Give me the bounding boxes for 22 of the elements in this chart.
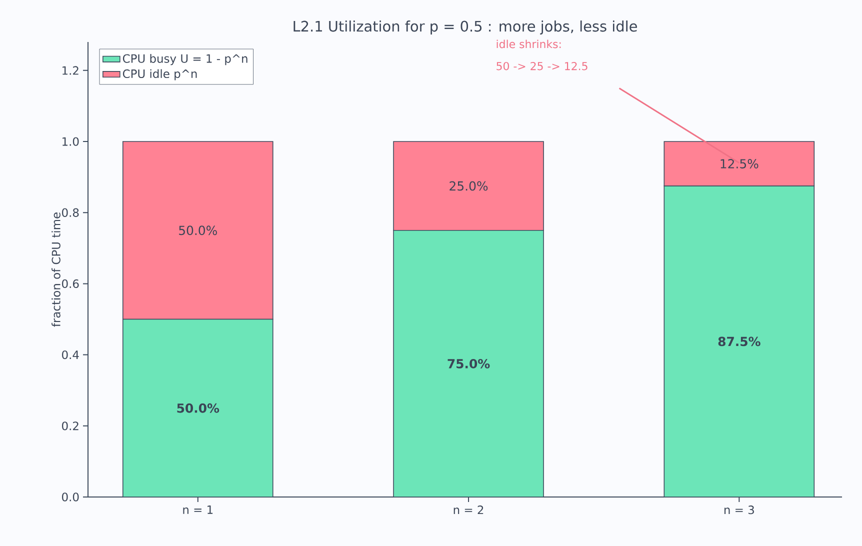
- y-tick-label: 0.0: [62, 492, 79, 502]
- chart-title: L2.1 Utilization for p = 0.5 : more jobs, less idle: [294, 20, 637, 34]
- legend-label: CPU busy U = 1 - p^n: [122, 54, 248, 66]
- y-tick-label: 1.0: [62, 137, 79, 146]
- legend-label: CPU idle p^n: [122, 69, 197, 80]
- data-label: 50.0%: [179, 226, 217, 236]
- x-tick-label: n = 1: [183, 506, 213, 514]
- x-tick-label: n = 3: [724, 506, 754, 514]
- y-tick-label: 1.2: [62, 66, 78, 75]
- y-axis-title: fraction of CPU time: [52, 212, 60, 327]
- annotation: 50 -> 25 -> 12.5: [496, 62, 588, 70]
- y-tick-label: 0.4: [62, 350, 79, 360]
- data-label: 12.5%: [720, 159, 758, 168]
- y-tick-label: 0.8: [62, 208, 79, 217]
- data-label: 25.0%: [450, 181, 488, 191]
- annotation: idle shrinks:: [496, 40, 561, 48]
- y-tick-label: 0.2: [62, 422, 78, 430]
- data-label: 75.0%: [448, 358, 490, 368]
- x-tick-label: n = 2: [454, 506, 484, 514]
- y-tick-label: 0.6: [62, 279, 79, 288]
- data-label: 87.5%: [718, 336, 760, 346]
- data-label: 50.0%: [177, 403, 220, 413]
